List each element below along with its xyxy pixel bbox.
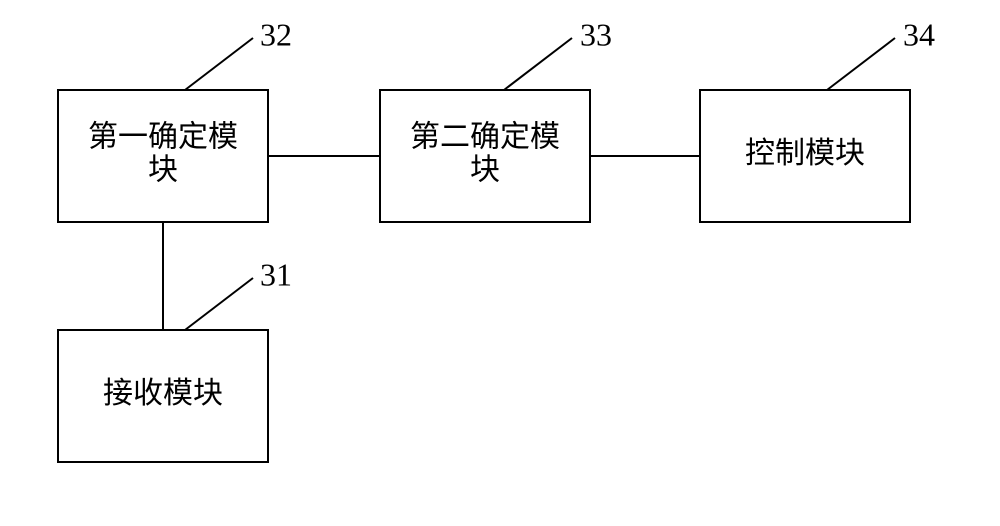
block-label: 控制模块 bbox=[745, 137, 865, 170]
block-label: 第二确定模 bbox=[410, 120, 560, 153]
callout-line bbox=[185, 38, 253, 90]
callout-line bbox=[827, 38, 895, 90]
block-label: 块 bbox=[148, 153, 178, 186]
reference-number: 34 bbox=[903, 16, 935, 52]
block-label: 块 bbox=[470, 153, 500, 186]
reference-number: 32 bbox=[260, 16, 292, 52]
reference-number: 33 bbox=[580, 16, 612, 52]
block-label: 第一确定模 bbox=[88, 120, 238, 153]
block-label: 接收模块 bbox=[103, 377, 223, 410]
callout-line bbox=[504, 38, 572, 90]
block-diagram: 第一确定模块32第二确定模块33控制模块34接收模块31 bbox=[0, 0, 1000, 526]
callout-line bbox=[185, 278, 253, 330]
reference-number: 31 bbox=[260, 256, 292, 292]
